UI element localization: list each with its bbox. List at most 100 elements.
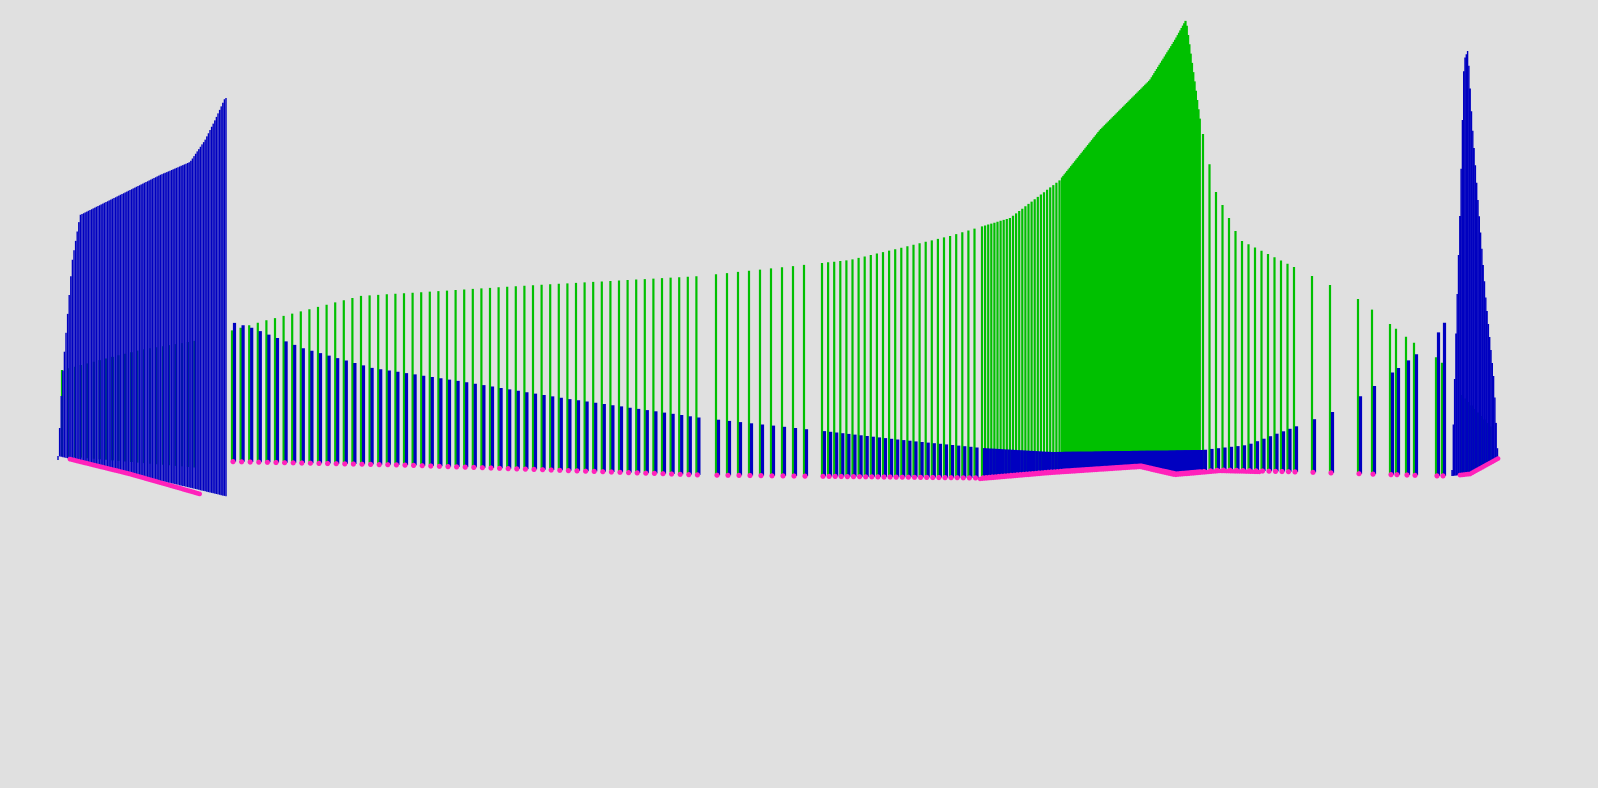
base-marker bbox=[402, 462, 408, 468]
base-marker-layer bbox=[67, 456, 1501, 497]
base-marker bbox=[863, 474, 869, 480]
base-marker bbox=[911, 474, 918, 480]
base-marker bbox=[368, 461, 374, 467]
base-marker bbox=[591, 468, 597, 474]
base-marker bbox=[454, 464, 460, 470]
base-marker bbox=[488, 465, 494, 471]
base-marker bbox=[290, 460, 296, 466]
base-marker bbox=[887, 474, 893, 480]
base-marker bbox=[1310, 469, 1316, 475]
base-marker bbox=[1257, 469, 1262, 475]
base-marker bbox=[531, 466, 537, 472]
base-marker bbox=[497, 465, 503, 471]
base-marker bbox=[802, 473, 808, 479]
base-marker bbox=[359, 461, 365, 467]
base-marker bbox=[972, 475, 979, 481]
base-marker bbox=[869, 474, 875, 480]
base-marker bbox=[445, 464, 451, 470]
base-marker bbox=[725, 472, 731, 478]
base-marker bbox=[1394, 472, 1400, 478]
base-marker bbox=[669, 471, 675, 477]
base-marker bbox=[557, 467, 563, 473]
base-marker bbox=[608, 469, 615, 475]
base-marker bbox=[736, 472, 742, 478]
base-marker bbox=[471, 464, 477, 470]
base-marker bbox=[197, 491, 203, 497]
base-marker bbox=[1412, 472, 1418, 478]
base-marker bbox=[436, 463, 442, 469]
base-marker bbox=[850, 474, 857, 480]
base-marker bbox=[462, 464, 468, 470]
base-marker bbox=[677, 471, 683, 477]
base-marker bbox=[307, 460, 313, 466]
base-marker bbox=[419, 463, 425, 469]
base-marker bbox=[966, 475, 973, 481]
base-marker bbox=[780, 473, 786, 479]
base-marker bbox=[918, 474, 924, 480]
base-marker bbox=[936, 474, 942, 481]
blue-segment-layer bbox=[57, 51, 1500, 497]
base-marker bbox=[505, 466, 511, 472]
base-marker bbox=[1292, 469, 1298, 475]
base-marker bbox=[411, 462, 417, 468]
base-marker bbox=[282, 460, 288, 466]
base-marker bbox=[1495, 456, 1501, 461]
base-marker bbox=[857, 474, 863, 480]
base-marker bbox=[376, 462, 382, 468]
base-marker bbox=[930, 474, 936, 481]
base-marker bbox=[875, 474, 881, 480]
base-marker bbox=[342, 461, 348, 467]
base-marker bbox=[948, 475, 954, 481]
base-marker bbox=[428, 463, 434, 469]
base-marker bbox=[325, 460, 331, 467]
base-marker bbox=[838, 473, 844, 480]
base-marker bbox=[393, 462, 399, 468]
base-marker bbox=[960, 475, 966, 481]
base-marker bbox=[1285, 469, 1292, 475]
base-marker bbox=[1370, 471, 1376, 477]
base-marker bbox=[791, 473, 797, 479]
base-marker bbox=[651, 470, 658, 476]
base-marker bbox=[660, 471, 666, 477]
base-marker bbox=[954, 475, 960, 481]
base-marker bbox=[574, 468, 580, 474]
base-marker bbox=[565, 468, 572, 474]
base-marker bbox=[694, 472, 701, 478]
base-marker bbox=[256, 459, 262, 465]
base-marker bbox=[617, 469, 623, 475]
base-marker bbox=[264, 459, 270, 465]
base-marker bbox=[686, 472, 692, 478]
base-marker bbox=[1404, 472, 1410, 478]
base-marker bbox=[634, 470, 640, 476]
base-marker bbox=[1440, 473, 1446, 479]
base-marker bbox=[899, 474, 905, 480]
base-marker bbox=[230, 459, 236, 465]
base-marker bbox=[299, 460, 305, 466]
base-marker bbox=[583, 468, 589, 474]
base-marker bbox=[385, 462, 391, 468]
base-marker bbox=[747, 472, 753, 479]
base-marker bbox=[333, 461, 339, 467]
base-marker bbox=[893, 474, 899, 480]
base-marker bbox=[316, 460, 322, 466]
base-marker bbox=[514, 466, 520, 472]
base-marker bbox=[600, 469, 606, 475]
base-marker bbox=[1328, 470, 1334, 476]
base-marker bbox=[626, 470, 632, 476]
base-marker bbox=[942, 475, 948, 481]
base-marker bbox=[1266, 468, 1272, 474]
base-marker bbox=[479, 465, 485, 471]
base-marker bbox=[1279, 468, 1285, 475]
base-marker bbox=[826, 473, 832, 479]
base-marker bbox=[350, 461, 356, 467]
base-marker bbox=[844, 474, 851, 480]
base-marker bbox=[714, 472, 720, 478]
base-marker bbox=[1272, 468, 1279, 474]
base-marker bbox=[540, 467, 546, 473]
base-marker bbox=[832, 473, 838, 479]
base-marker bbox=[820, 473, 826, 479]
base-marker bbox=[548, 467, 554, 473]
base-marker bbox=[1388, 472, 1394, 478]
